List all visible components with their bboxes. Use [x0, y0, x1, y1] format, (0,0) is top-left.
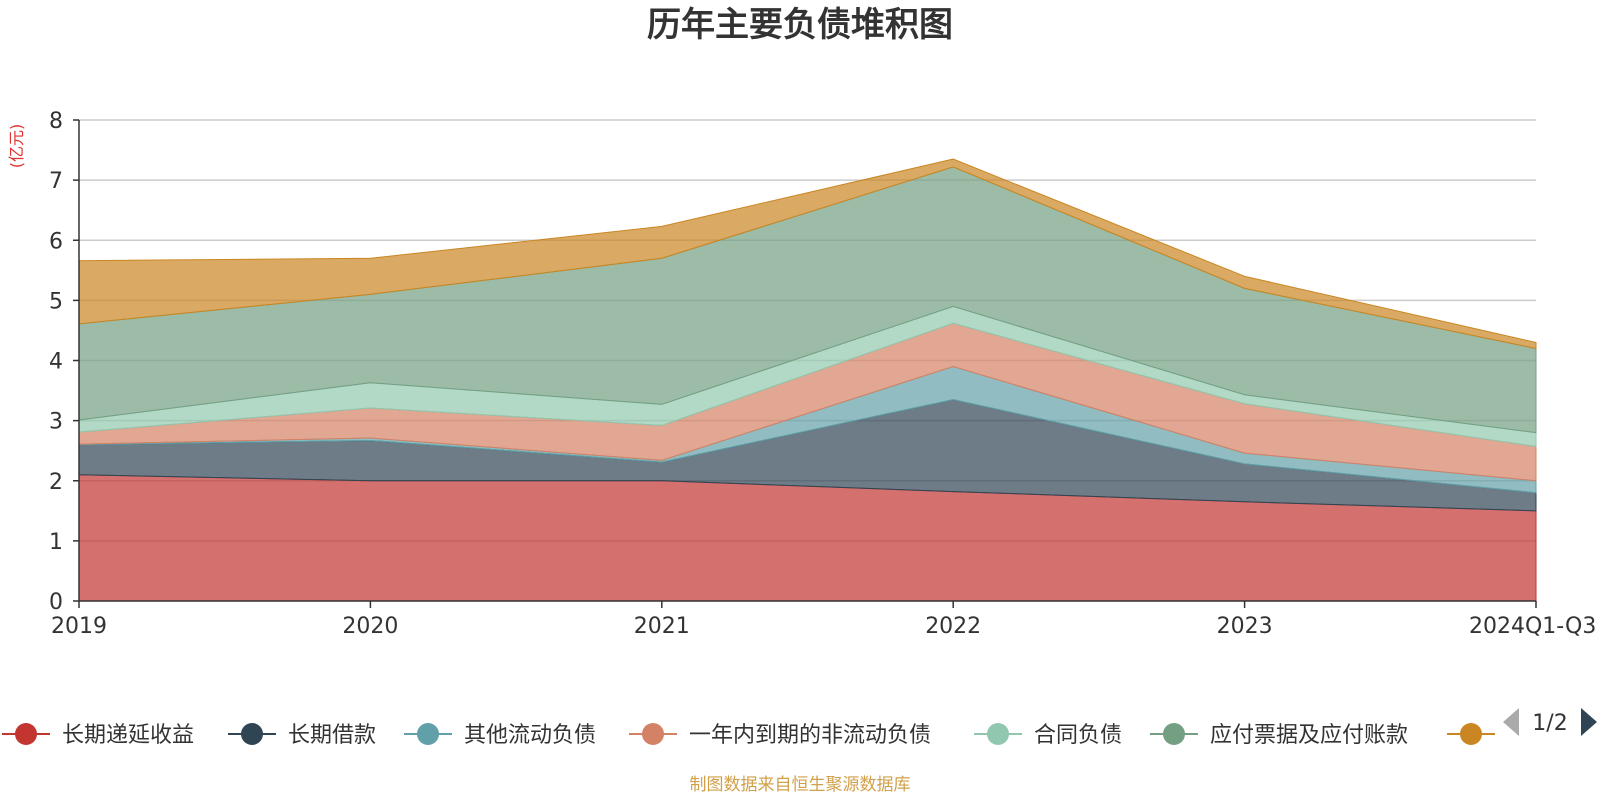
- data-source-note: 制图数据来自恒生聚源数据库: [690, 775, 911, 795]
- x-tick-label: 2023: [1217, 614, 1273, 639]
- legend-circle-icon: [417, 723, 439, 745]
- legend-item[interactable]: 一年内到期的非流动负债: [629, 723, 931, 748]
- legend-circle-icon: [15, 723, 37, 745]
- axes: 0 1 2 3 4 5 6 7 8 2019 2020 2021 2022 2023 2024Q1-Q3: [49, 109, 1596, 639]
- x-tick-label: 2024Q1-Q3: [1469, 614, 1596, 639]
- legend: 长期递延收益 长期借款 其他流动负债 一年内到期的非流动负债 合同负债 应付票据及应付账款: [2, 723, 1495, 748]
- legend-circle-icon: [987, 723, 1009, 745]
- legend-circle-icon: [241, 723, 263, 745]
- legend-page-indicator: 1/2: [1532, 711, 1567, 736]
- y-tick-label: 5: [49, 289, 63, 314]
- x-tick-label: 2021: [634, 614, 690, 639]
- legend-circle-icon: [1460, 723, 1482, 745]
- x-tick-label: 2020: [342, 614, 398, 639]
- legend-prev-page-icon[interactable]: [1503, 708, 1519, 736]
- y-tick-label: 3: [49, 410, 63, 435]
- legend-label: 其他流动负债: [464, 723, 596, 748]
- legend-pager: 1/2: [1503, 708, 1597, 736]
- y-tick-label: 7: [49, 169, 63, 194]
- legend-label: 应付票据及应付账款: [1210, 723, 1408, 748]
- y-tick-label: 0: [49, 590, 63, 615]
- legend-circle-icon: [642, 723, 664, 745]
- chart-title: 历年主要负债堆积图: [647, 5, 953, 45]
- legend-circle-icon: [1163, 723, 1185, 745]
- legend-label: 一年内到期的非流动负债: [689, 723, 931, 748]
- y-tick-label: 6: [49, 229, 63, 254]
- legend-item[interactable]: [1447, 723, 1495, 745]
- y-tick-label: 8: [49, 109, 63, 134]
- legend-item[interactable]: 应付票据及应付账款: [1150, 723, 1408, 748]
- legend-next-page-icon[interactable]: [1581, 708, 1597, 736]
- x-tick-label: 2022: [925, 614, 981, 639]
- x-tick-label: 2019: [51, 614, 107, 639]
- legend-item[interactable]: 其他流动负债: [404, 723, 596, 748]
- legend-label: 长期借款: [288, 723, 376, 748]
- y-tick-label: 4: [49, 350, 63, 375]
- legend-label: 长期递延收益: [62, 723, 194, 748]
- y-axis-unit-label: (亿元): [7, 124, 26, 169]
- legend-item[interactable]: 长期递延收益: [2, 723, 194, 748]
- legend-item[interactable]: 长期借款: [228, 723, 376, 748]
- y-tick-label: 2: [49, 470, 63, 495]
- series-areas: [78, 158, 1537, 602]
- legend-label: 合同负债: [1034, 723, 1122, 748]
- area-series: [78, 158, 1537, 350]
- y-tick-label: 1: [49, 530, 63, 555]
- legend-item[interactable]: 合同负债: [974, 723, 1122, 748]
